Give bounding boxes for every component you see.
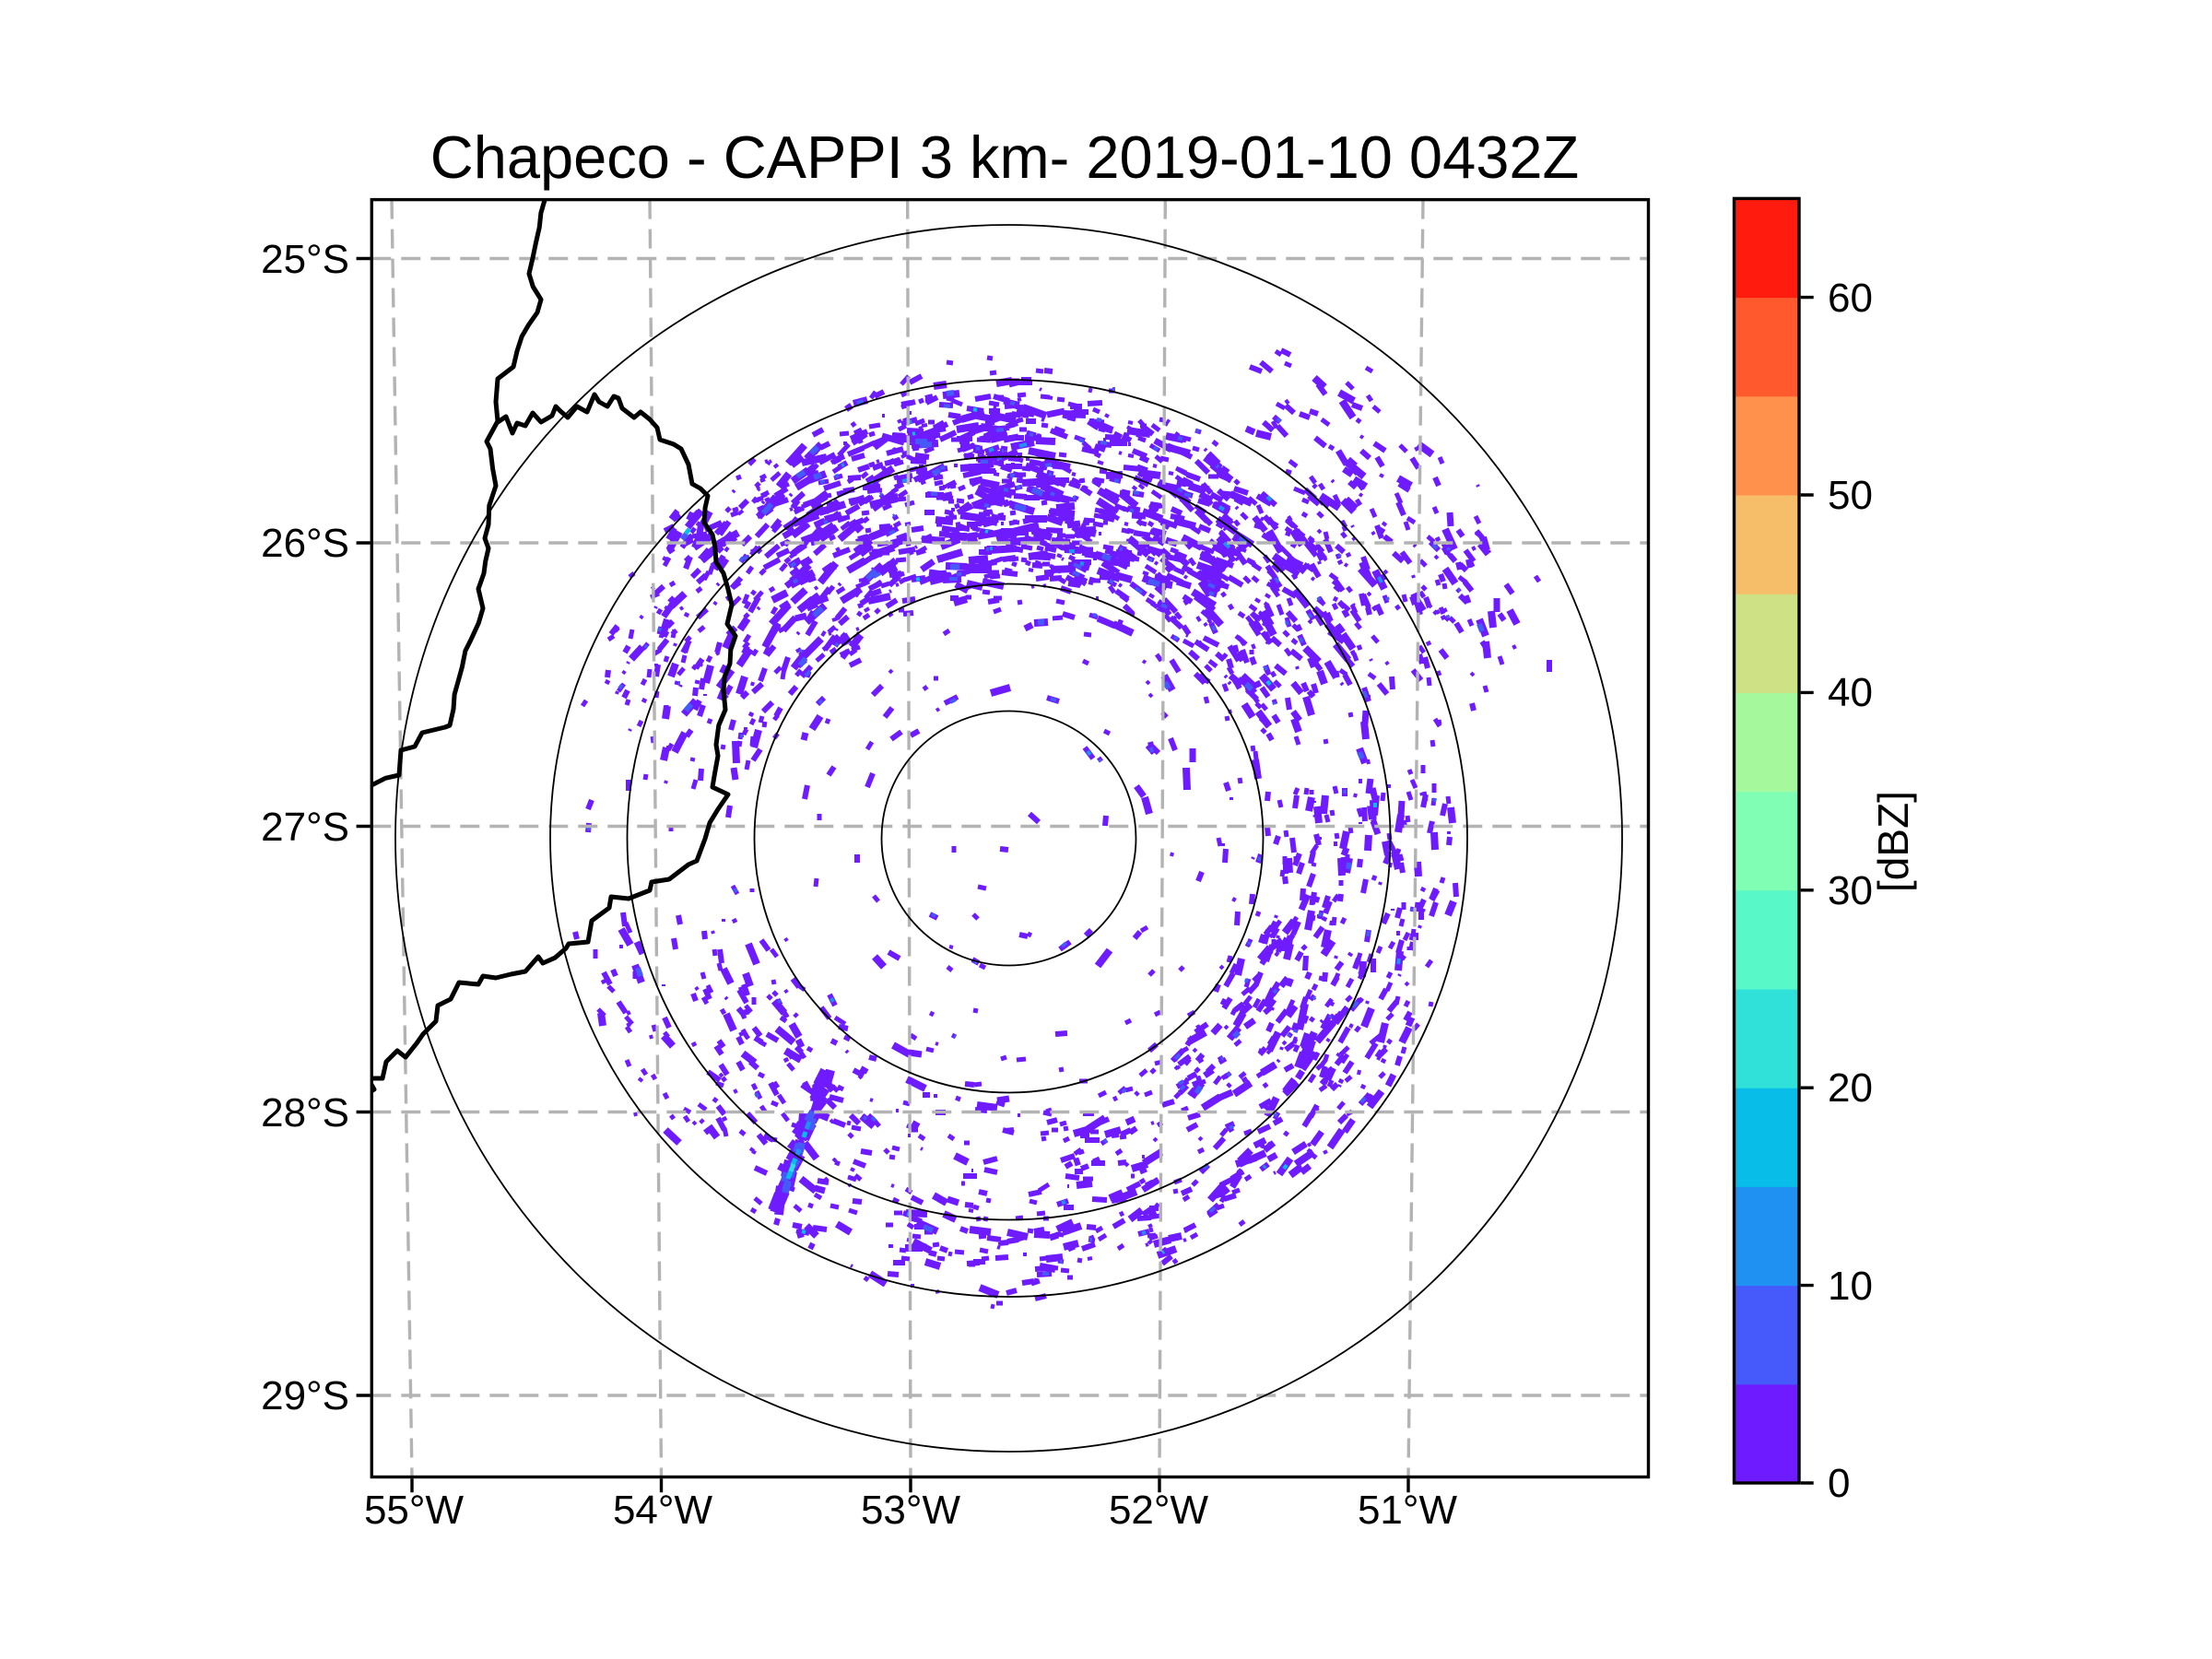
svg-text:25°S: 25°S (261, 237, 349, 282)
svg-text:29°S: 29°S (261, 1373, 349, 1418)
svg-text:53°W: 53°W (861, 1488, 961, 1533)
svg-text:40: 40 (1828, 670, 1873, 715)
svg-text:55°W: 55°W (364, 1488, 465, 1533)
svg-text:28°S: 28°S (261, 1090, 349, 1135)
svg-text:Chapeco - CAPPI 3 km- 2019-01-: Chapeco - CAPPI 3 km- 2019-01-10 0432Z (430, 124, 1580, 191)
svg-text:20: 20 (1828, 1065, 1873, 1111)
svg-text:60: 60 (1828, 276, 1873, 321)
svg-text:52°W: 52°W (1109, 1488, 1209, 1533)
svg-text:50: 50 (1828, 473, 1873, 518)
svg-text:51°W: 51°W (1358, 1488, 1458, 1533)
svg-text:0: 0 (1828, 1461, 1850, 1506)
svg-text:27°S: 27°S (261, 805, 349, 850)
svg-text:[dBZ]: [dBZ] (1869, 791, 1917, 892)
svg-text:10: 10 (1828, 1264, 1873, 1309)
svg-text:26°S: 26°S (261, 521, 349, 566)
svg-text:30: 30 (1828, 868, 1873, 913)
svg-text:54°W: 54°W (613, 1488, 713, 1533)
